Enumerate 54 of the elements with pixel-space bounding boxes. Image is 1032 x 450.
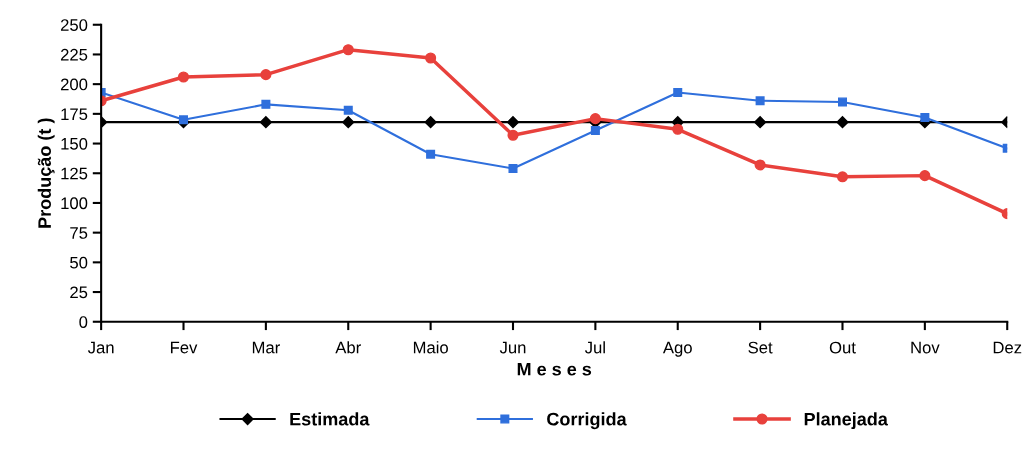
point — [426, 149, 436, 159]
point — [506, 116, 520, 129]
x-tick-label: Out — [829, 341, 856, 354]
point — [261, 99, 271, 109]
y-tick-label: 225 — [60, 48, 88, 61]
point — [178, 115, 189, 125]
x-tick-label: Mar — [252, 341, 280, 354]
x-tick-label: Jul — [584, 341, 605, 354]
y-tick-label: 150 — [61, 137, 88, 150]
point — [673, 87, 683, 97]
legend-label: Estimada — [290, 412, 370, 426]
point — [177, 71, 190, 83]
point — [259, 116, 272, 129]
point — [590, 125, 600, 135]
legend-label: Corrigida — [547, 412, 627, 430]
x-axis-title: M e s e s — [517, 362, 592, 376]
point — [754, 116, 767, 129]
x-tick-label: Fev — [170, 341, 198, 354]
point — [508, 163, 518, 174]
point — [836, 171, 849, 183]
y-tick-label: 125 — [61, 167, 88, 180]
point — [343, 105, 353, 115]
y-tick-label: 250 — [60, 19, 88, 31]
x-tick-label: Nov — [911, 341, 940, 354]
x-tick-label: Dez — [993, 341, 1022, 354]
point — [920, 112, 930, 122]
point — [672, 123, 684, 135]
point — [342, 116, 355, 129]
x-tick-label: Abr — [335, 341, 361, 354]
y-tick-label: 200 — [60, 78, 88, 91]
point — [754, 159, 766, 171]
x-tick-label: Maio — [413, 341, 448, 354]
point — [837, 97, 848, 107]
x-tick-label: Set — [748, 341, 773, 354]
y-tick-label: 175 — [61, 108, 88, 121]
x-tick-label: Ago — [662, 341, 692, 357]
x-tick-label: Jun — [499, 341, 526, 354]
y-axis-title: Produção (t ) — [37, 118, 55, 228]
point — [919, 170, 931, 182]
y-tick-label: 100 — [61, 197, 88, 210]
point — [755, 96, 765, 106]
point — [589, 113, 601, 125]
point — [260, 69, 272, 81]
point — [342, 44, 354, 56]
point — [507, 129, 519, 141]
y-tick-label: 25 — [70, 286, 88, 299]
y-tick-label: 75 — [70, 227, 88, 239]
y-tick-label: 50 — [70, 256, 88, 269]
point — [425, 52, 437, 64]
legend-label: Planejada — [804, 412, 888, 430]
point — [424, 116, 437, 129]
point — [836, 116, 849, 129]
y-tick-label: 0 — [79, 316, 88, 328]
x-tick-label: Jan — [87, 341, 114, 354]
